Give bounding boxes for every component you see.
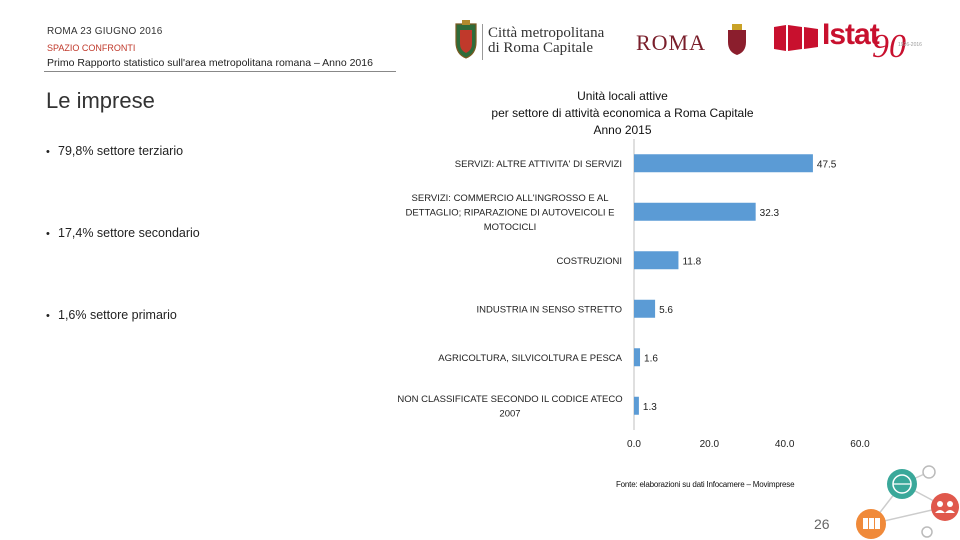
bullet-terziario: • 79,8% settore terziario	[46, 144, 184, 158]
citta-metropolitana-emblem-icon	[455, 20, 477, 59]
category-label-5: NON CLASSIFICATE SECONDO IL CODICE ATECO	[397, 394, 622, 405]
x-tick-label-2: 40.0	[775, 439, 795, 450]
chart-title-line: per settore di attività economica a Roma…	[491, 106, 754, 120]
category-label-0: SERVIZI: ALTRE ATTIVITA' DI SERVIZI	[455, 159, 622, 170]
istat-anniversary: 90	[872, 28, 906, 65]
bar-5	[634, 396, 639, 415]
bar-4	[634, 348, 641, 367]
bar-2	[634, 251, 679, 270]
value-label-0: 47.5	[817, 159, 837, 170]
istat-logo-text: Istat	[822, 18, 880, 51]
header-report-title: Primo Rapporto statistico sull'area metr…	[47, 57, 373, 69]
bullet-text: 17,4% settore secondario	[58, 226, 200, 240]
category-label-5: 2007	[499, 409, 520, 420]
istat-years: 1926-2016	[898, 42, 922, 48]
roma-logo-text: ROMA	[636, 30, 707, 55]
x-tick-label-0: 0.0	[627, 439, 641, 450]
bullet-primario: • 1,6% settore primario	[46, 308, 177, 322]
citta-metropolitana-logo: Città metropolitana di Roma Capitale	[488, 26, 604, 56]
bullet-text: 1,6% settore primario	[58, 308, 177, 322]
people-icon	[931, 493, 959, 521]
logo-metro-line1: Città metropolitana	[488, 25, 605, 41]
category-label-3: INDUSTRIA IN SENSO STRETTO	[476, 304, 622, 315]
logo-divider	[482, 24, 483, 60]
value-label-4: 1.6	[644, 353, 658, 364]
chart-title: Unità locali attive per settore di attiv…	[470, 88, 775, 139]
value-label-1: 32.3	[760, 208, 780, 219]
bar-1	[634, 202, 756, 221]
bullet-text: 79,8% settore terziario	[58, 144, 184, 158]
category-label-2: COSTRUZIONI	[557, 256, 622, 267]
header-divider	[44, 71, 396, 72]
bar-3	[634, 299, 656, 318]
category-label-1: MOTOCICLI	[484, 222, 537, 233]
value-label-5: 1.3	[643, 402, 657, 413]
header-section: SPAZIO CONFRONTI	[47, 43, 136, 53]
roma-emblem-icon	[728, 24, 746, 55]
slide-title: Le imprese	[46, 88, 155, 113]
header-date: ROMA 23 GIUGNO 2016	[47, 26, 163, 37]
category-label-4: AGRICOLTURA, SILVICOLTURA E PESCA	[438, 353, 622, 364]
istat-logo-icon	[774, 25, 818, 51]
value-label-3: 5.6	[659, 305, 673, 316]
chart-title-line: Anno 2015	[593, 123, 652, 137]
bullet-secondario: • 17,4% settore secondario	[46, 226, 200, 240]
x-tick-label-3: 60.0	[850, 439, 870, 450]
x-tick-label-1: 20.0	[700, 439, 720, 450]
category-label-1: SERVIZI: COMMERCIO ALL'INGROSSO E AL	[412, 193, 609, 204]
bar-0	[634, 154, 813, 173]
decorative-network-graphic	[856, 465, 959, 539]
page-number: 26	[814, 516, 830, 532]
value-label-2: 11.8	[682, 256, 701, 267]
logo-metro-line2: di Roma Capitale	[488, 40, 593, 56]
category-label-1: DETTAGLIO; RIPARAZIONE DI AUTOVEICOLI E	[405, 207, 614, 218]
source-note: Fonte: elaborazioni su dati Infocamere –…	[616, 480, 795, 489]
chart-title-line: Unità locali attive	[577, 89, 668, 103]
